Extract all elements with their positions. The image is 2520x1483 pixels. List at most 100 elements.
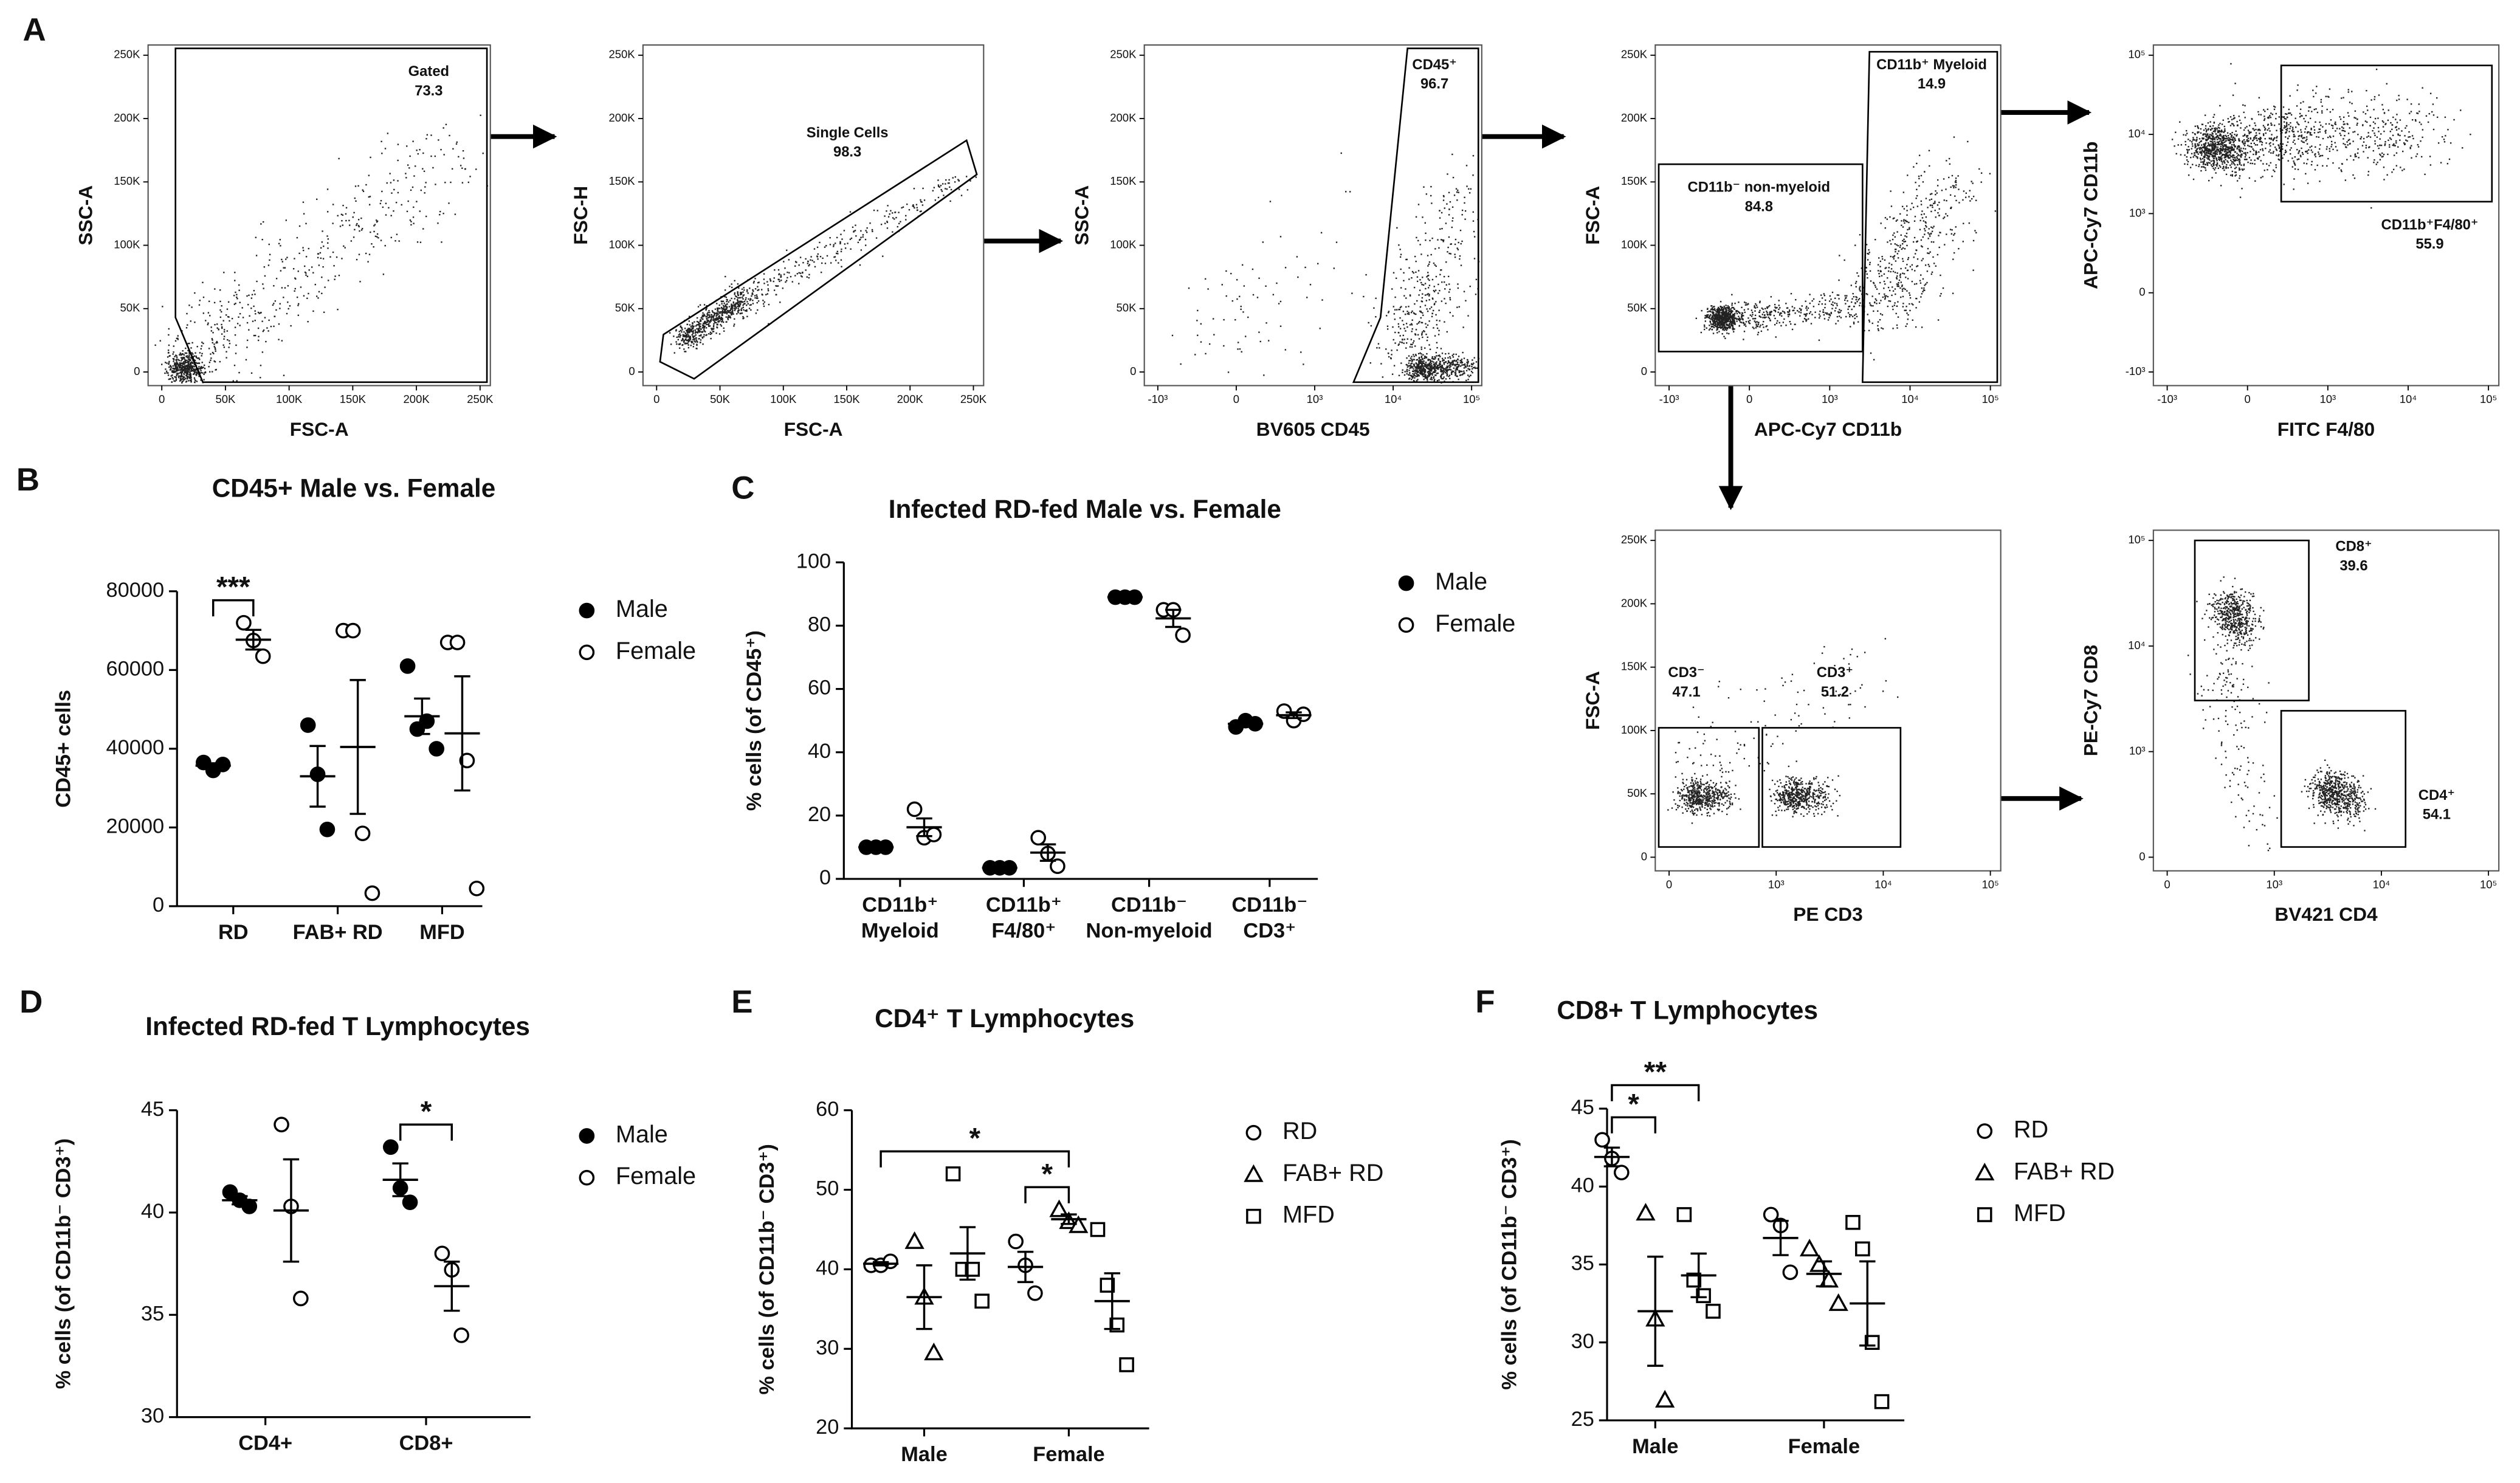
event-dot [1877, 310, 1879, 312]
event-dot [183, 372, 185, 374]
event-dot [1234, 319, 1236, 321]
event-dot [1778, 314, 1781, 316]
event-dot [1747, 320, 1749, 322]
event-dot [1719, 317, 1721, 319]
event-dot [1800, 308, 1802, 311]
event-dot [164, 362, 167, 363]
event-dot [2228, 146, 2230, 148]
event-dot [1752, 314, 1754, 315]
event-dot [1450, 365, 1451, 367]
event-dot [2192, 139, 2195, 140]
event-dot [1404, 371, 1406, 373]
event-dot [686, 329, 687, 332]
event-dot [2241, 154, 2243, 156]
event-dot [1926, 226, 1927, 228]
event-dot [2221, 142, 2223, 145]
event-dot [1727, 307, 1729, 309]
event-dot [1468, 192, 1471, 194]
event-dot [407, 164, 409, 166]
event-dot [193, 355, 196, 357]
event-dot [1448, 353, 1450, 354]
event-dot [2231, 135, 2233, 137]
event-dot [1472, 363, 1474, 365]
event-dot [2185, 129, 2188, 132]
event-dot [1936, 253, 1939, 256]
event-dot [1867, 314, 1868, 315]
event-dot [1416, 236, 1417, 239]
event-dot [740, 303, 742, 305]
event-dot [1972, 269, 1974, 271]
event-dot [1881, 314, 1884, 316]
event-dot [1401, 342, 1403, 343]
event-dot [1938, 215, 1940, 216]
event-dot [1840, 309, 1842, 312]
event-dot [1911, 303, 1913, 305]
event-dot [1449, 377, 1451, 379]
event-dot [1418, 360, 1420, 362]
event-dot [1703, 324, 1706, 326]
event-dot [734, 309, 736, 311]
event-dot [1924, 171, 1926, 173]
event-dot [1449, 356, 1451, 358]
y-tick-label: 100K [1110, 238, 1137, 250]
event-dot [1466, 364, 1468, 366]
event-dot [440, 149, 442, 151]
event-dot [701, 337, 704, 339]
event-dot [1718, 320, 1721, 323]
event-dot [1414, 334, 1417, 336]
event-dot [370, 231, 371, 233]
event-dot [1296, 256, 1298, 258]
event-dot [2199, 148, 2201, 151]
event-dot [2232, 123, 2234, 125]
event-dot [320, 247, 322, 249]
event-dot [1416, 370, 1418, 371]
event-dot [675, 329, 677, 331]
event-dot [1806, 319, 1808, 321]
event-dot [741, 288, 743, 291]
event-dot [1464, 363, 1466, 365]
event-dot [1415, 371, 1417, 373]
event-dot [2260, 160, 2262, 162]
event-dot [669, 332, 671, 334]
event-dot [1410, 365, 1412, 366]
x-tick-label: 0 [159, 393, 165, 405]
event-dot [1434, 303, 1436, 305]
event-dot [213, 343, 215, 345]
event-dot [1899, 277, 1901, 278]
event-dot [2233, 162, 2235, 165]
event-dot [201, 367, 203, 370]
event-dot [713, 325, 715, 326]
event-dot [1704, 326, 1706, 328]
event-dot [1927, 238, 1929, 239]
event-dot [1975, 232, 1977, 234]
event-dot [1300, 351, 1302, 353]
event-dot [2201, 154, 2203, 156]
event-dot [1427, 359, 1429, 362]
event-dot [221, 323, 222, 326]
event-dot [687, 340, 689, 342]
event-dot [773, 277, 775, 279]
event-dot [1438, 366, 1440, 368]
event-dot [1845, 297, 1847, 299]
event-dot [1790, 292, 1792, 295]
event-dot [766, 281, 768, 283]
event-dot [1403, 342, 1405, 344]
event-dot [1946, 200, 1947, 202]
event-dot [296, 236, 298, 239]
event-dot [186, 368, 188, 370]
event-dot [1403, 374, 1406, 376]
event-dot [178, 372, 180, 374]
event-dot [721, 310, 724, 312]
event-dot [1450, 253, 1451, 255]
event-dot [1930, 273, 1933, 275]
x-tick-label: 10³ [1307, 393, 1323, 405]
event-dot [1905, 325, 1907, 328]
event-dot [397, 143, 399, 145]
event-dot [1939, 232, 1941, 233]
event-dot [1901, 286, 1903, 287]
event-dot [1971, 198, 1973, 200]
event-dot [1430, 363, 1433, 365]
event-dot [1969, 190, 1971, 191]
event-dot [229, 320, 230, 322]
event-dot [1458, 370, 1460, 372]
